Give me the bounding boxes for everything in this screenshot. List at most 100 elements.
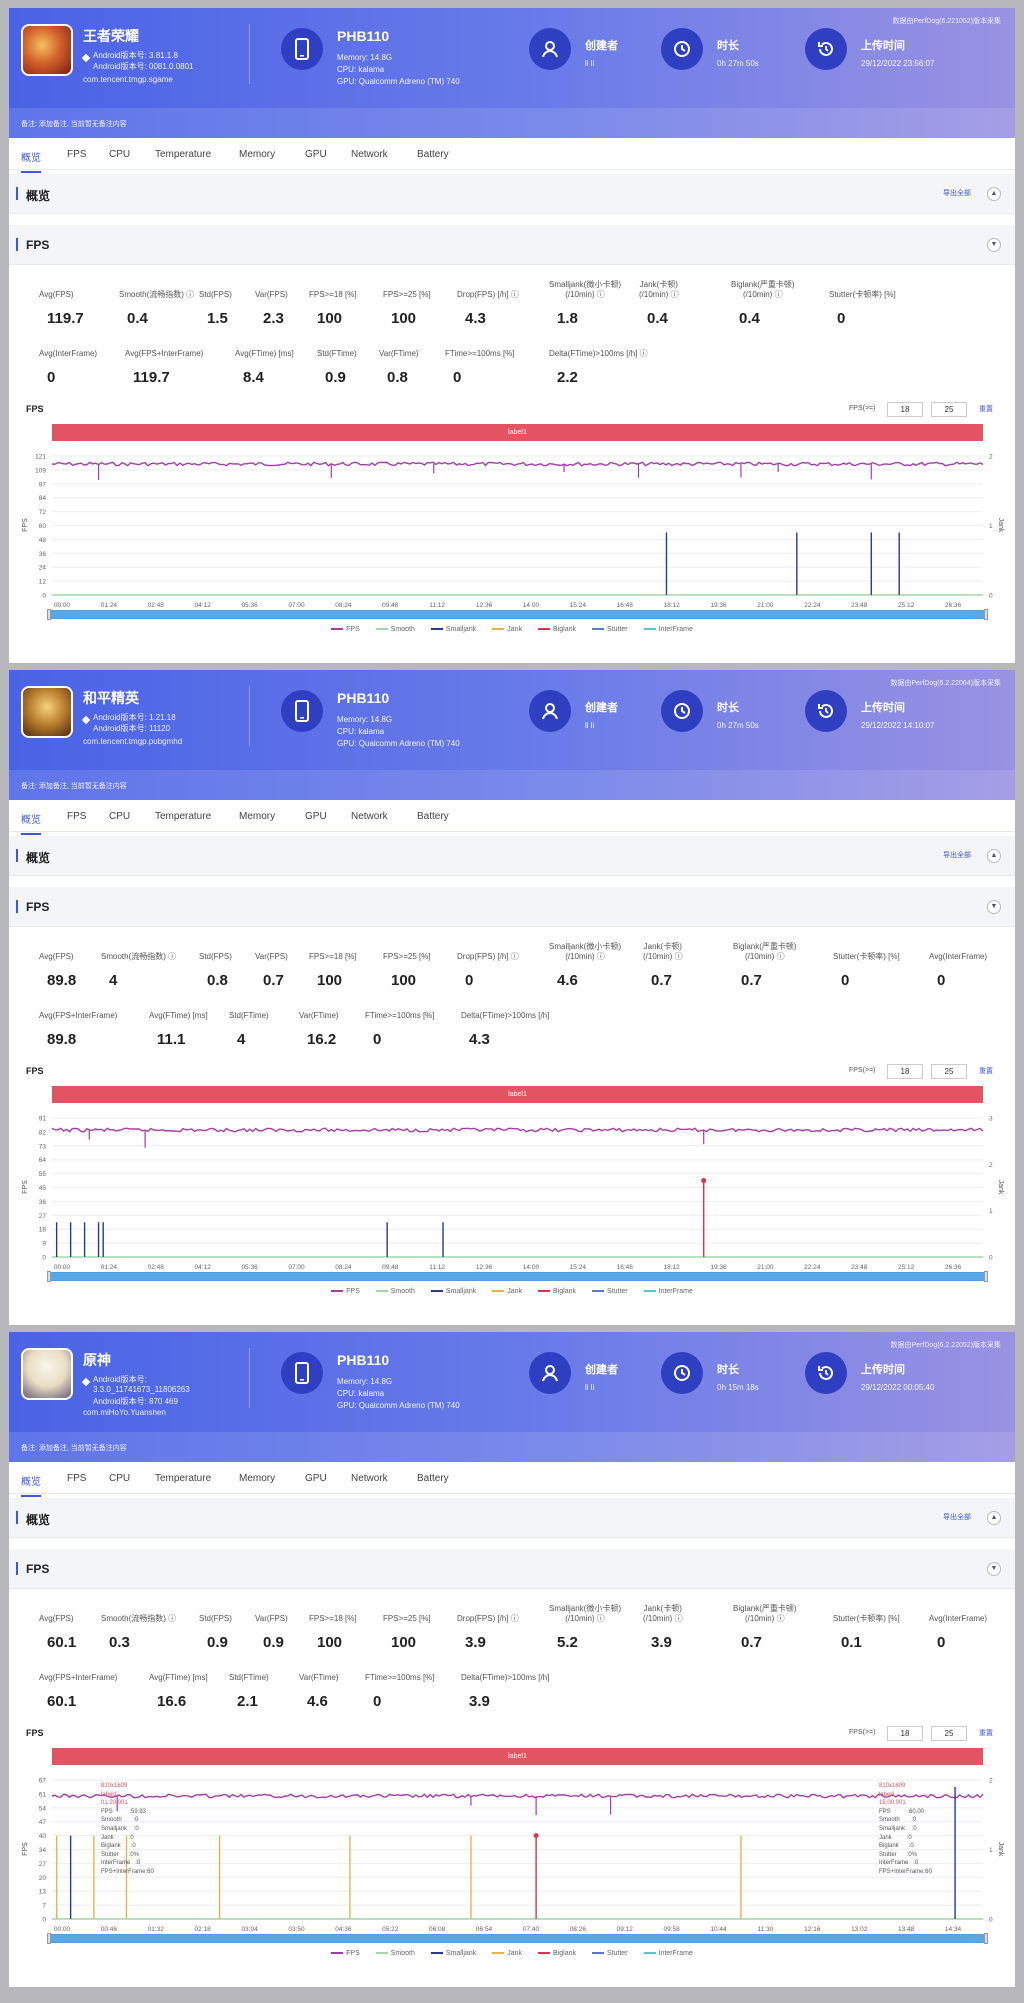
label-bar[interactable]: label1	[52, 1748, 983, 1765]
legend-item[interactable]: Jank	[492, 1288, 522, 1295]
legend-item[interactable]: Smooth	[375, 1288, 415, 1295]
legend-item[interactable]: FPS	[331, 626, 360, 633]
slider-handle-right[interactable]	[984, 1933, 988, 1944]
fps-threshold-input[interactable]: 18	[887, 1064, 923, 1079]
tooltip-line: Jank :0	[101, 1834, 134, 1841]
legend-item[interactable]: Biglank	[538, 1288, 576, 1295]
tab-memory[interactable]: Memory	[239, 149, 276, 160]
tab-memory[interactable]: Memory	[239, 1473, 276, 1484]
x-tick-label: 21:00	[757, 602, 774, 609]
tab-network[interactable]: Network	[351, 1473, 388, 1484]
device-cpu: CPU: kalama	[337, 65, 385, 74]
tab-cpu[interactable]: CPU	[109, 1473, 131, 1484]
legend-item[interactable]: Stutter	[592, 1950, 628, 1957]
label-bar[interactable]: label1	[52, 1086, 983, 1103]
legend-item[interactable]: Stutter	[592, 1288, 628, 1295]
tab-gpu[interactable]: GPU	[305, 811, 327, 822]
tab-概览[interactable]: 概览	[21, 811, 41, 835]
fps-threshold-input[interactable]: 25	[931, 1726, 967, 1741]
slider-handle-left[interactable]	[47, 609, 51, 620]
legend-item[interactable]: FPS	[331, 1288, 360, 1295]
legend-item[interactable]: FPS	[331, 1950, 360, 1957]
header-divider	[249, 686, 250, 746]
fps-chart-title: FPS	[26, 404, 44, 414]
fps-threshold-input[interactable]: 25	[931, 402, 967, 417]
export-all-link[interactable]: 导出全部	[943, 190, 971, 197]
tab-cpu[interactable]: CPU	[109, 149, 131, 160]
tab-概览[interactable]: 概览	[21, 149, 41, 173]
tab-battery[interactable]: Battery	[417, 811, 449, 822]
slider-handle-right[interactable]	[984, 609, 988, 620]
collapse-down-icon[interactable]: ▼	[987, 1562, 1001, 1576]
tab-fps[interactable]: FPS	[67, 811, 87, 822]
legend-item[interactable]: Stutter	[592, 626, 628, 633]
time-range-slider[interactable]	[47, 609, 988, 620]
legend-item[interactable]: InterFrame	[643, 626, 693, 633]
legend-swatch	[492, 628, 505, 631]
remark-bar[interactable]: 备注: 添加备注, 当前暂无备注内容	[9, 108, 1015, 138]
legend-item[interactable]: Jank	[492, 1950, 522, 1957]
tab-temperature[interactable]: Temperature	[155, 811, 212, 822]
tab-memory[interactable]: Memory	[239, 811, 276, 822]
tab-temperature[interactable]: Temperature	[155, 149, 212, 160]
slider-handle-right[interactable]	[984, 1271, 988, 1282]
tab-network[interactable]: Network	[351, 811, 388, 822]
stat-label-duration: 时长	[717, 40, 739, 52]
legend-item[interactable]: Smalljank	[430, 1950, 476, 1957]
x-tick-label: 01:24	[101, 602, 118, 609]
reset-button[interactable]: 重置	[979, 406, 993, 413]
tab-gpu[interactable]: GPU	[305, 149, 327, 160]
remark-bar[interactable]: 备注: 添加备注, 当前暂无备注内容	[9, 770, 1015, 800]
tab-network[interactable]: Network	[351, 149, 388, 160]
legend-item[interactable]: InterFrame	[643, 1288, 693, 1295]
fps-section-header: FPS ▼	[9, 1549, 1015, 1589]
legend-item[interactable]: InterFrame	[643, 1950, 693, 1957]
collapse-down-icon[interactable]: ▼	[987, 238, 1001, 252]
metric-value: 1.8	[557, 310, 578, 327]
legend-swatch	[375, 628, 388, 631]
fps-threshold-input[interactable]: 18	[887, 1726, 923, 1741]
collapse-up-icon[interactable]: ▲	[987, 187, 1001, 201]
app-name: 王者荣耀	[83, 28, 139, 44]
legend-item[interactable]: Biglank	[538, 1950, 576, 1957]
fps-section-title: FPS	[26, 900, 50, 914]
tooltip-line: 810x1609	[101, 1783, 128, 1789]
tab-battery[interactable]: Battery	[417, 1473, 449, 1484]
legend-item[interactable]: Smalljank	[430, 1288, 476, 1295]
tab-fps[interactable]: FPS	[67, 149, 87, 160]
tab-gpu[interactable]: GPU	[305, 1473, 327, 1484]
label-bar[interactable]: label1	[52, 424, 983, 441]
tab-temperature[interactable]: Temperature	[155, 1473, 212, 1484]
tab-battery[interactable]: Battery	[417, 149, 449, 160]
legend-item[interactable]: Jank	[492, 626, 522, 633]
fps-threshold-input[interactable]: 18	[887, 402, 923, 417]
legend-item[interactable]: Smooth	[375, 626, 415, 633]
reset-button[interactable]: 重置	[979, 1730, 993, 1737]
x-tick-label: 06:54	[476, 1926, 493, 1933]
collapse-up-icon[interactable]: ▲	[987, 849, 1001, 863]
slider-handle-left[interactable]	[47, 1933, 51, 1944]
slider-handle-left[interactable]	[47, 1271, 51, 1282]
export-all-link[interactable]: 导出全部	[943, 852, 971, 859]
legend-label: Stutter	[607, 626, 628, 633]
remark-bar[interactable]: 备注: 添加备注, 当前暂无备注内容	[9, 1432, 1015, 1462]
legend-item[interactable]: Smalljank	[430, 626, 476, 633]
time-range-slider[interactable]	[47, 1933, 988, 1944]
legend-item[interactable]: Biglank	[538, 626, 576, 633]
tooltip-line: FPS :60.00	[879, 1808, 925, 1815]
tooltip-line: Smooth :0	[101, 1817, 139, 1824]
export-all-link[interactable]: 导出全部	[943, 1514, 971, 1521]
legend-swatch	[430, 1952, 443, 1955]
tab-fps[interactable]: FPS	[67, 1473, 87, 1484]
collapse-down-icon[interactable]: ▼	[987, 900, 1001, 914]
legend-label: Jank	[507, 1950, 523, 1957]
time-range-slider[interactable]	[47, 1271, 988, 1282]
legend-item[interactable]: Smooth	[375, 1950, 415, 1957]
collapse-up-icon[interactable]: ▲	[987, 1511, 1001, 1525]
tab-概览[interactable]: 概览	[21, 1473, 41, 1497]
reset-button[interactable]: 重置	[979, 1068, 993, 1075]
x-tick-label: 05:36	[241, 602, 258, 609]
tab-cpu[interactable]: CPU	[109, 811, 131, 822]
fps-threshold-input[interactable]: 25	[931, 1064, 967, 1079]
legend-swatch	[331, 1290, 344, 1293]
